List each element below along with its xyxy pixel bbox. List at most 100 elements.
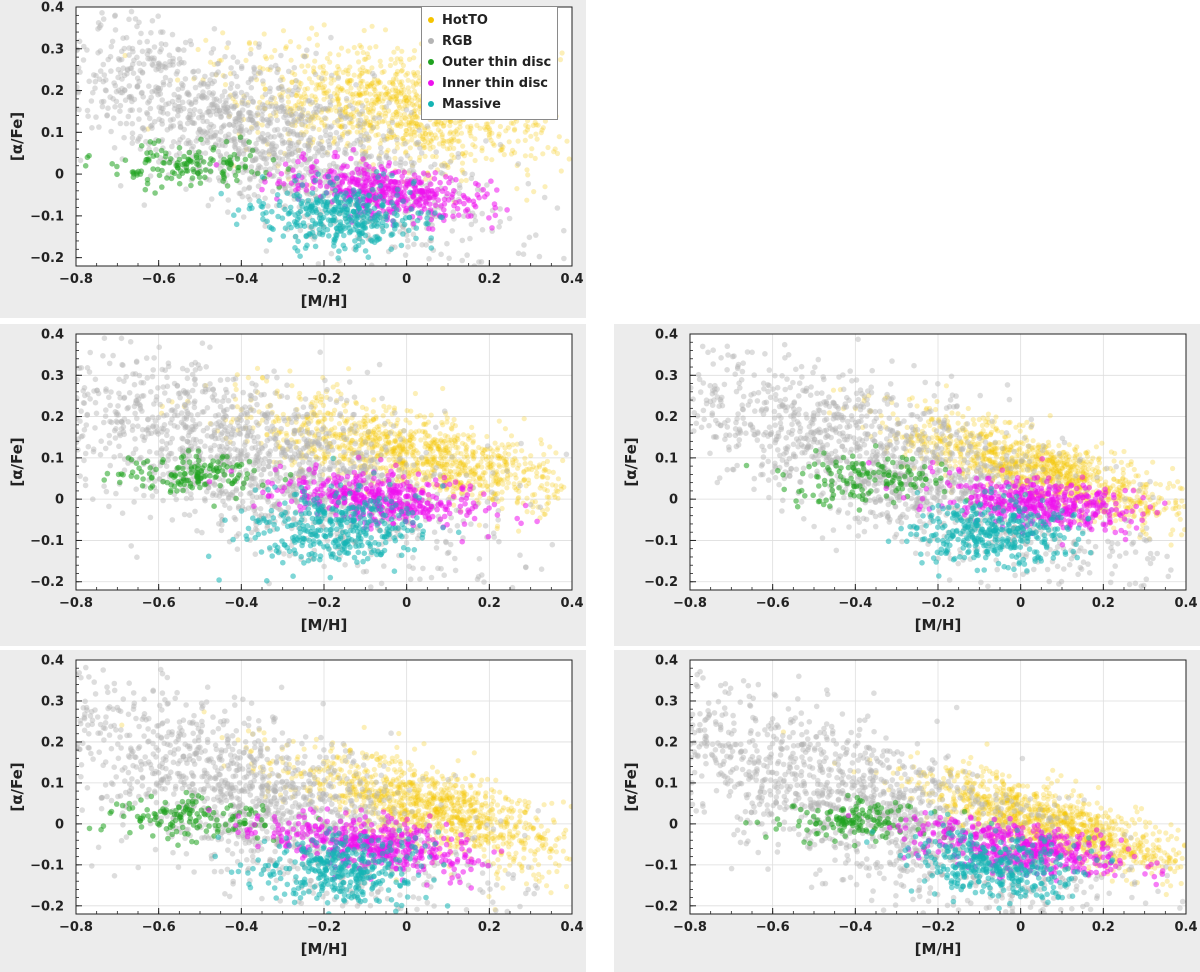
point-hotto <box>536 464 543 470</box>
point-hotto <box>331 90 337 96</box>
point-hotto <box>289 79 295 86</box>
point-hotto <box>509 147 516 153</box>
point-hotto <box>389 94 395 100</box>
point-rgb <box>297 227 304 234</box>
point-hotto <box>330 140 336 146</box>
point-rgb <box>99 10 105 16</box>
point-hotto <box>335 63 341 70</box>
point-hotto <box>384 136 390 142</box>
point-rgb <box>337 110 343 116</box>
point-rgb <box>175 108 182 114</box>
point-rgb <box>285 139 292 146</box>
point-hotto <box>320 63 326 69</box>
point-hotto <box>454 485 460 491</box>
point-rgb <box>324 106 331 112</box>
point-rgb <box>341 150 348 156</box>
point-rgb <box>187 107 193 114</box>
point-rgb <box>155 13 161 19</box>
point-rgb <box>128 8 135 15</box>
point-outer-thin-disc <box>168 175 175 182</box>
point-hotto <box>403 131 409 137</box>
point-hotto <box>307 143 313 149</box>
point-hotto <box>383 428 389 434</box>
point-hotto <box>497 477 503 483</box>
point-hotto <box>393 423 399 429</box>
point-hotto <box>370 439 376 445</box>
point-hotto <box>360 49 366 56</box>
point-hotto <box>452 423 458 429</box>
point-hotto <box>312 394 318 400</box>
point-rgb <box>212 132 219 139</box>
point-hotto <box>524 466 530 473</box>
point-hotto <box>541 511 547 517</box>
point-rgb <box>279 138 286 144</box>
point-hotto <box>403 438 409 444</box>
legend-marker-rgb <box>428 37 434 44</box>
point-rgb <box>328 34 334 41</box>
point-hotto <box>440 137 446 144</box>
point-hotto <box>397 452 403 458</box>
point-hotto <box>363 149 369 155</box>
point-rgb <box>315 261 322 266</box>
point-rgb <box>190 120 196 126</box>
point-hotto <box>248 46 254 52</box>
point-hotto <box>403 116 409 122</box>
point-hotto <box>395 88 401 94</box>
point-rgb <box>449 228 456 234</box>
point-hotto <box>246 41 252 47</box>
point-rgb <box>356 161 363 167</box>
point-rgb <box>116 376 122 383</box>
point-rgb <box>206 108 212 115</box>
point-rgb <box>305 156 312 163</box>
point-hotto <box>451 130 457 136</box>
point-hotto <box>381 68 387 75</box>
point-hotto <box>244 438 250 444</box>
point-massive <box>336 248 342 254</box>
point-hotto <box>412 390 418 397</box>
point-rgb <box>221 122 227 129</box>
point-rgb <box>227 85 234 91</box>
point-hotto <box>367 122 373 128</box>
point-hotto <box>371 417 377 423</box>
point-rgb <box>305 98 311 104</box>
point-hotto <box>445 162 451 168</box>
point-rgb <box>240 214 247 220</box>
point-hotto <box>472 157 478 164</box>
point-rgb <box>156 104 162 111</box>
point-hotto <box>388 97 394 103</box>
point-rgb <box>129 135 136 141</box>
point-rgb <box>187 38 194 44</box>
point-rgb <box>270 140 276 147</box>
point-massive <box>359 230 366 236</box>
point-hotto <box>411 111 417 117</box>
point-hotto <box>553 483 559 489</box>
point-hotto <box>487 464 493 470</box>
point-rgb <box>344 397 350 404</box>
point-rgb <box>106 360 113 367</box>
point-hotto <box>264 378 270 384</box>
point-rgb <box>219 142 226 148</box>
point-hotto <box>412 141 419 147</box>
point-hotto <box>455 444 461 451</box>
point-hotto <box>438 129 444 135</box>
point-hotto <box>429 467 435 473</box>
point-hotto <box>484 433 490 440</box>
point-inner-thin-disc <box>303 182 310 188</box>
point-rgb <box>378 149 385 156</box>
point-inner-thin-disc <box>416 196 422 202</box>
point-hotto <box>398 59 404 65</box>
point-inner-thin-disc <box>360 156 366 162</box>
point-inner-thin-disc <box>441 201 448 207</box>
point-rgb <box>371 115 378 122</box>
point-massive <box>218 190 224 197</box>
point-hotto <box>326 451 332 457</box>
point-rgb <box>92 85 98 91</box>
point-inner-thin-disc <box>339 165 345 171</box>
point-hotto <box>306 76 312 82</box>
point-hotto <box>346 120 352 126</box>
point-hotto <box>363 439 369 445</box>
point-rgb <box>239 100 246 107</box>
point-hotto <box>448 118 454 124</box>
point-hotto <box>305 415 311 421</box>
point-rgb <box>216 107 223 114</box>
